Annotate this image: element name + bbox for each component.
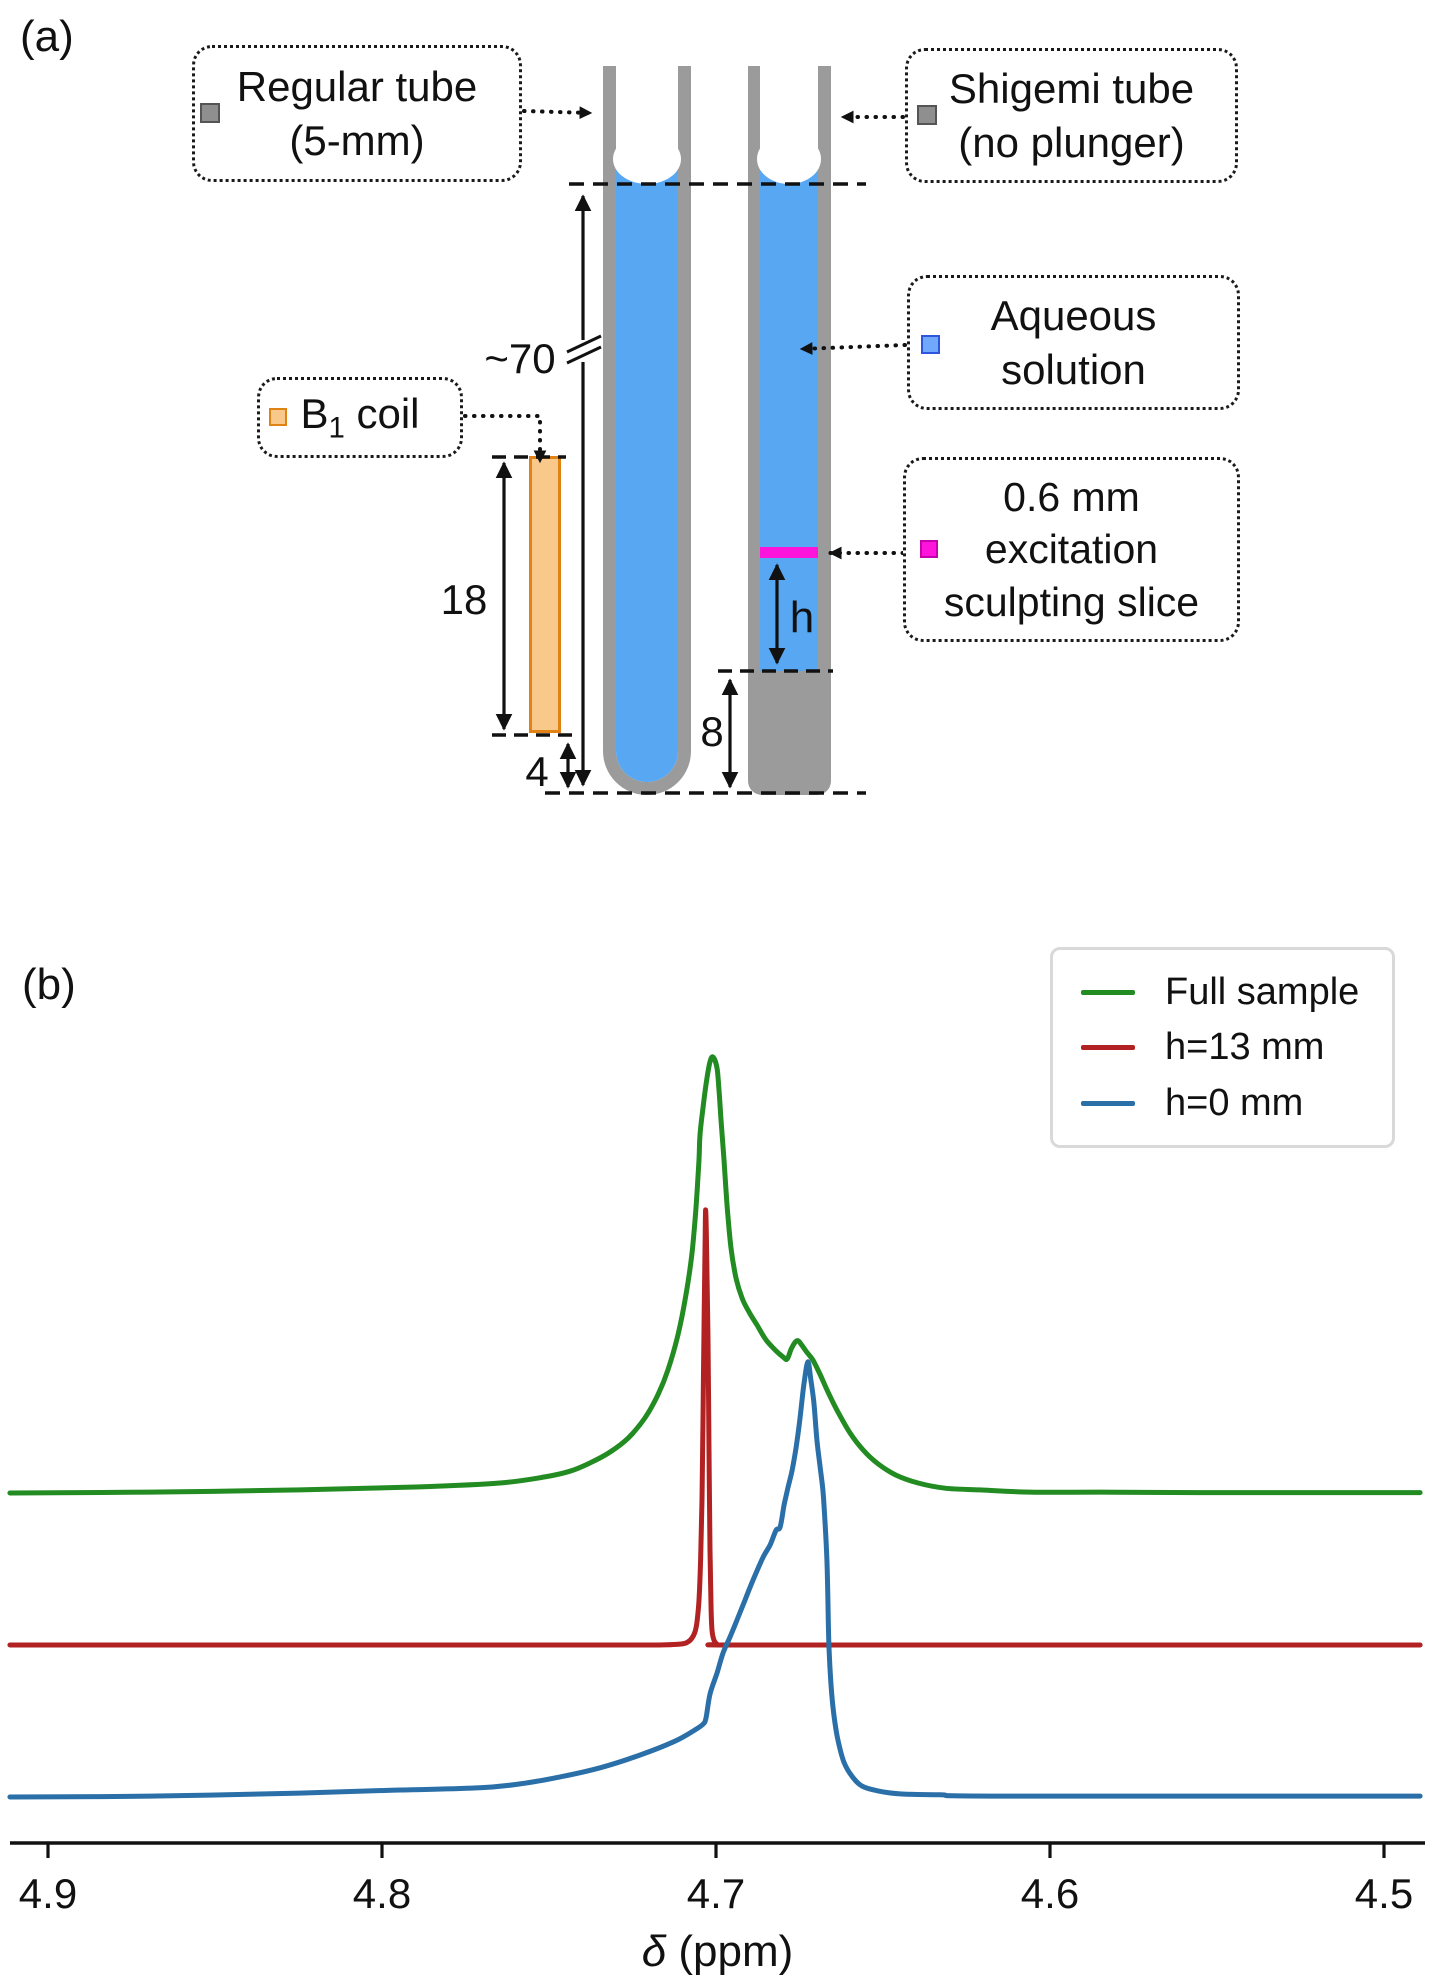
legend-label-h13: h=13 mm [1165,1026,1325,1068]
slice-callout-line1: 0.6 mm [1003,473,1140,520]
dim-4-label: 4 [525,748,549,795]
aqueous-solution-callout: Aqueous solution [907,275,1240,410]
x-tick-label-4.7: 4.7 [687,1870,745,1917]
series-path-h-13-mm [7,1207,1423,1648]
dim-h-label: h [789,593,815,642]
magenta-square-icon [920,540,938,558]
gray-square-icon [200,103,220,123]
excitation-slice-callout: 0.6 mm excitation sculpting slice [903,457,1240,642]
legend-line-blue [1081,1100,1135,1106]
dim-70-break-slash-1 [566,345,602,365]
slice-callout-line2: excitation [984,526,1159,573]
dim-18-label: 18 [440,576,488,623]
legend-row-h0: h=0 mm [1053,1082,1392,1125]
panel-a-label: (a) [20,12,74,61]
x-tick-label-4.8: 4.8 [353,1870,411,1917]
legend-label-h0: h=0 mm [1165,1081,1304,1124]
legend-label-full-sample: Full sample [1165,970,1360,1013]
regular-tube-liquid [616,160,678,782]
excitation-slice [760,547,818,558]
regular-tube-callout-line1: Regular tube [236,62,478,110]
x-axis-label: δ (ppm) [642,1927,794,1976]
dim-70-break-slash-2 [566,334,602,354]
b1-coil-callout: B1 coil [257,377,463,458]
aqueous-callout-line1: Aqueous [990,291,1157,339]
regular-tube-meniscus [613,134,681,184]
panel-b-label: (b) [22,960,76,1009]
regular-tube-connector [522,106,593,120]
chart-legend: Full sample h=13 mm h=0 mm [1050,947,1395,1148]
b1-coil-rect [529,456,561,733]
regular-tube-callout-line2: (5-mm) [289,116,425,164]
dim-8-label: 8 [700,708,724,755]
gray-square-icon [917,105,937,125]
legend-line-green [1081,989,1135,995]
x-tick-label-4.5: 4.5 [1355,1870,1413,1917]
aqueous-callout-line2: solution [1001,345,1146,393]
legend-row-h13: h=13 mm [1053,1026,1392,1069]
b1-coil-callout-text: B1 coil [300,390,420,445]
orange-square-icon [269,408,287,426]
shigemi-tube-callout-line2: (no plunger) [958,118,1185,166]
legend-line-red [1081,1045,1135,1050]
x-tick-label-4.6: 4.6 [1021,1870,1079,1917]
x-tick-label-4.9: 4.9 [19,1870,77,1917]
shigemi-tube-callout: Shigemi tube (no plunger) [905,48,1238,183]
shigemi-tube-meniscus [757,134,821,184]
dim-70-label: ~70 [484,335,556,382]
regular-tube-callout: Regular tube (5-mm) [192,45,522,182]
legend-row-full-sample: Full sample [1053,971,1392,1014]
spectrum-chart: 4.9 4.8 4.7 4.6 4.5 δ (ppm) [7,1054,1425,1976]
series-path-h-0-mm [7,1359,1423,1800]
shigemi-tube-callout-line1: Shigemi tube [948,64,1195,112]
blue-square-icon [921,335,940,354]
slice-callout-line3: sculpting slice [943,578,1200,625]
